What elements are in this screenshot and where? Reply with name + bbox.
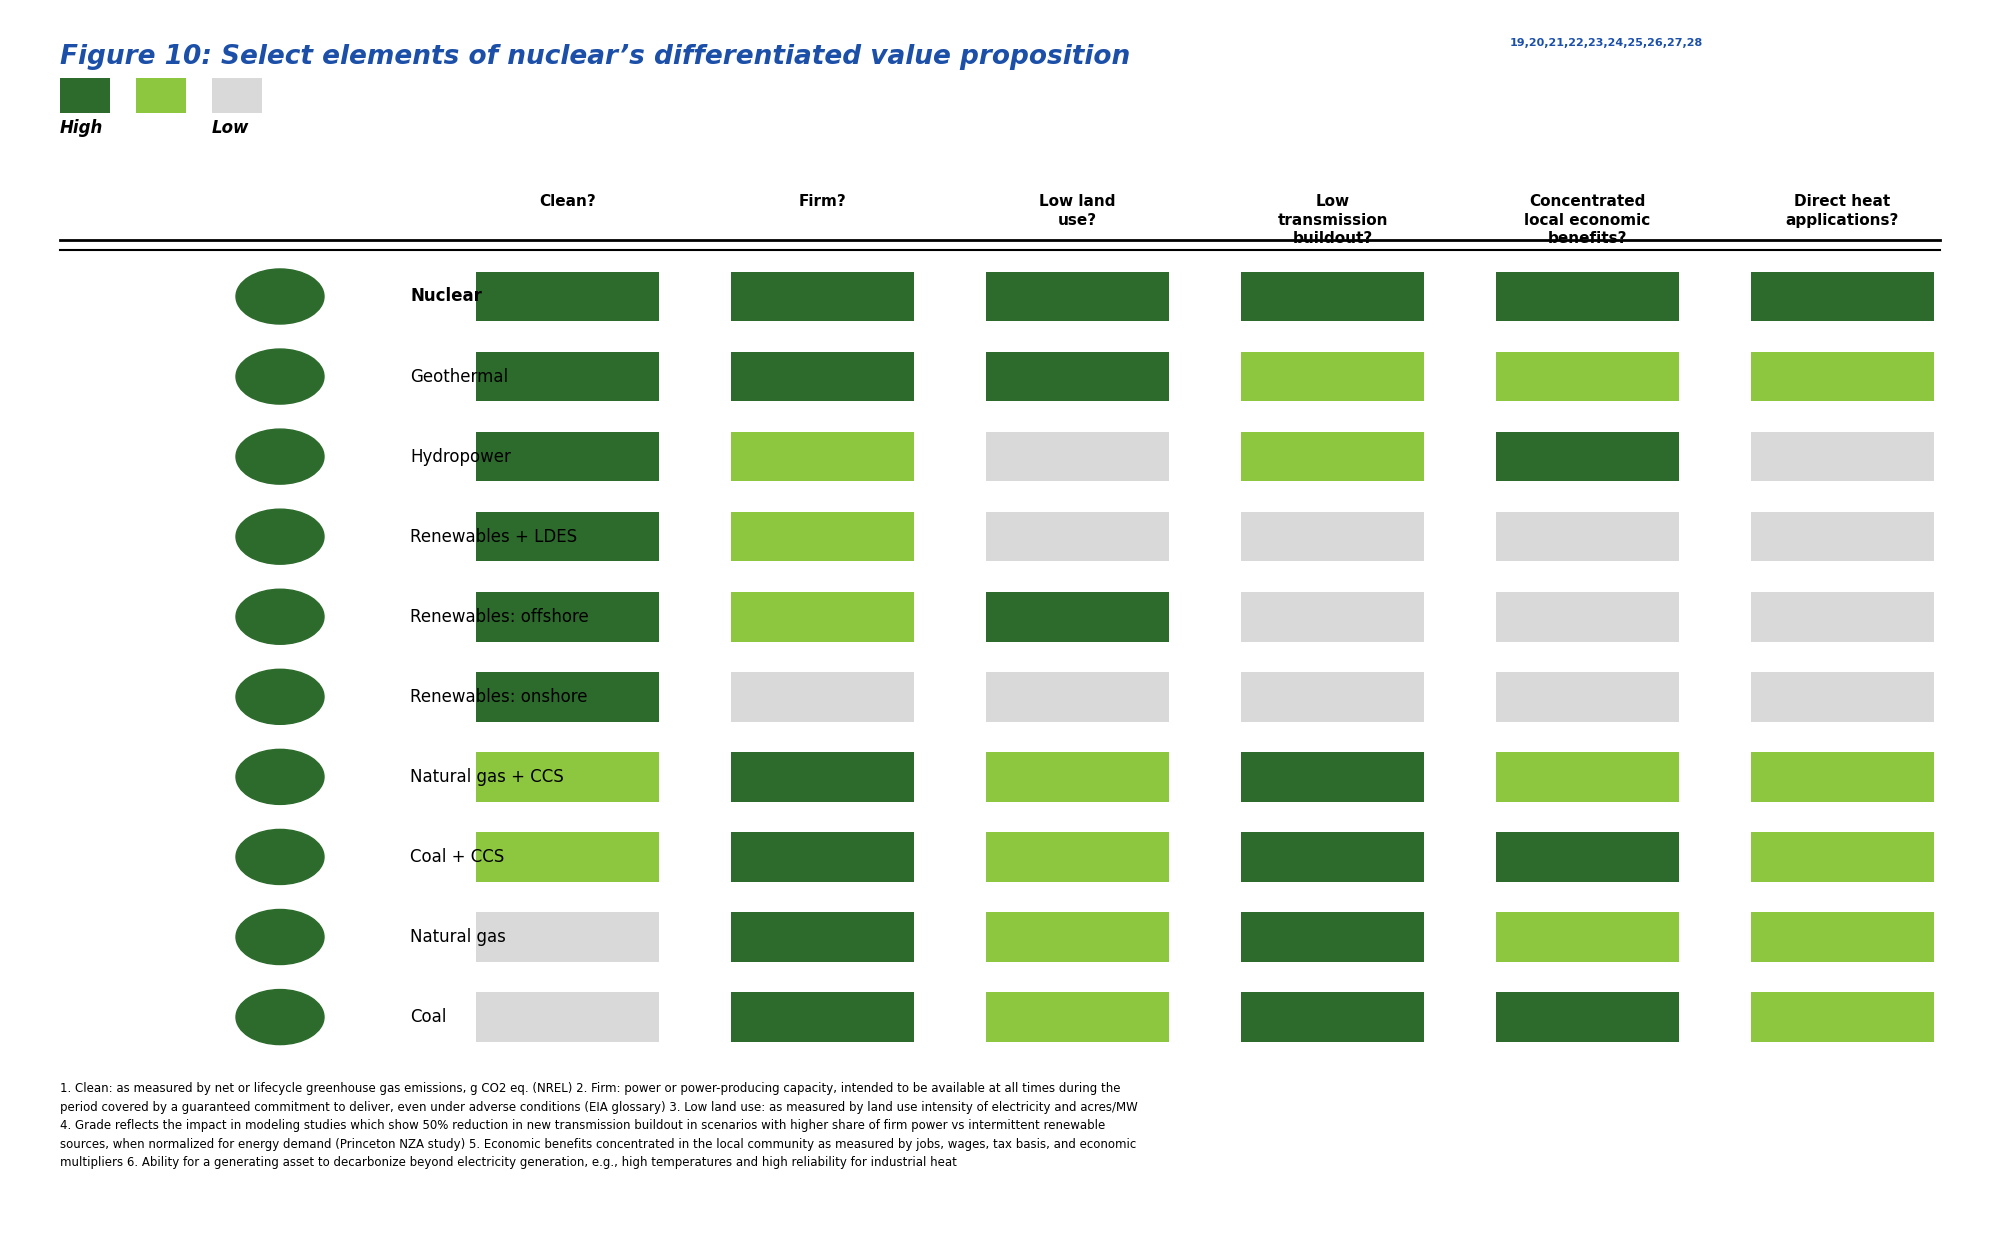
FancyBboxPatch shape: [476, 592, 660, 642]
FancyBboxPatch shape: [1750, 512, 1934, 562]
Circle shape: [236, 749, 324, 804]
FancyBboxPatch shape: [730, 432, 914, 482]
FancyBboxPatch shape: [730, 992, 914, 1042]
Circle shape: [236, 990, 324, 1045]
Text: Renewables: onshore: Renewables: onshore: [410, 688, 588, 706]
FancyBboxPatch shape: [1240, 592, 1424, 642]
FancyBboxPatch shape: [476, 352, 660, 402]
FancyBboxPatch shape: [1750, 271, 1934, 322]
FancyBboxPatch shape: [1240, 352, 1424, 402]
FancyBboxPatch shape: [986, 512, 1170, 562]
FancyBboxPatch shape: [1750, 992, 1934, 1042]
FancyBboxPatch shape: [1240, 271, 1424, 322]
Text: Renewables + LDES: Renewables + LDES: [410, 528, 578, 545]
Text: Clean?: Clean?: [540, 194, 596, 209]
FancyBboxPatch shape: [986, 832, 1170, 882]
FancyBboxPatch shape: [730, 672, 914, 722]
FancyBboxPatch shape: [730, 352, 914, 402]
Text: Concentrated
local economic
benefits?: Concentrated local economic benefits?: [1524, 194, 1650, 246]
FancyBboxPatch shape: [136, 78, 186, 113]
FancyBboxPatch shape: [60, 78, 110, 113]
Circle shape: [236, 429, 324, 484]
Text: High: High: [60, 119, 104, 136]
Circle shape: [236, 829, 324, 884]
Circle shape: [236, 509, 324, 564]
FancyBboxPatch shape: [1496, 992, 1680, 1042]
Text: Natural gas: Natural gas: [410, 928, 506, 946]
FancyBboxPatch shape: [1750, 352, 1934, 402]
FancyBboxPatch shape: [476, 432, 660, 482]
FancyBboxPatch shape: [730, 752, 914, 802]
FancyBboxPatch shape: [1496, 672, 1680, 722]
Circle shape: [236, 669, 324, 724]
FancyBboxPatch shape: [1240, 992, 1424, 1042]
FancyBboxPatch shape: [1240, 912, 1424, 962]
FancyBboxPatch shape: [1496, 752, 1680, 802]
FancyBboxPatch shape: [1240, 672, 1424, 722]
FancyBboxPatch shape: [476, 271, 660, 322]
FancyBboxPatch shape: [730, 592, 914, 642]
Text: 1. Clean: as measured by net or lifecycle greenhouse gas emissions, g CO2 eq. (N: 1. Clean: as measured by net or lifecycl…: [60, 1082, 1138, 1170]
Text: Figure 10: Select elements of nuclear’s differentiated value proposition: Figure 10: Select elements of nuclear’s …: [60, 44, 1130, 70]
FancyBboxPatch shape: [986, 271, 1170, 322]
Text: Renewables: offshore: Renewables: offshore: [410, 608, 588, 626]
FancyBboxPatch shape: [1496, 832, 1680, 882]
FancyBboxPatch shape: [476, 992, 660, 1042]
FancyBboxPatch shape: [730, 912, 914, 962]
Text: Natural gas + CCS: Natural gas + CCS: [410, 768, 564, 786]
FancyBboxPatch shape: [1496, 352, 1680, 402]
Text: Nuclear: Nuclear: [410, 288, 482, 305]
Text: Low land
use?: Low land use?: [1040, 194, 1116, 228]
FancyBboxPatch shape: [730, 271, 914, 322]
Circle shape: [236, 909, 324, 965]
FancyBboxPatch shape: [476, 672, 660, 722]
Circle shape: [236, 349, 324, 404]
Text: Low
transmission
buildout?: Low transmission buildout?: [1278, 194, 1388, 246]
FancyBboxPatch shape: [476, 752, 660, 802]
Text: Hydropower: Hydropower: [410, 448, 510, 465]
FancyBboxPatch shape: [1750, 432, 1934, 482]
FancyBboxPatch shape: [986, 672, 1170, 722]
Text: 19,20,21,22,23,24,25,26,27,28: 19,20,21,22,23,24,25,26,27,28: [1510, 38, 1704, 48]
FancyBboxPatch shape: [1240, 432, 1424, 482]
FancyBboxPatch shape: [476, 512, 660, 562]
FancyBboxPatch shape: [1750, 672, 1934, 722]
FancyBboxPatch shape: [986, 912, 1170, 962]
FancyBboxPatch shape: [1240, 832, 1424, 882]
FancyBboxPatch shape: [1240, 752, 1424, 802]
Circle shape: [236, 269, 324, 324]
FancyBboxPatch shape: [730, 832, 914, 882]
FancyBboxPatch shape: [212, 78, 262, 113]
FancyBboxPatch shape: [1750, 592, 1934, 642]
Text: Firm?: Firm?: [798, 194, 846, 209]
FancyBboxPatch shape: [476, 832, 660, 882]
FancyBboxPatch shape: [1240, 512, 1424, 562]
FancyBboxPatch shape: [986, 592, 1170, 642]
Text: Geothermal: Geothermal: [410, 368, 508, 385]
FancyBboxPatch shape: [1496, 512, 1680, 562]
FancyBboxPatch shape: [986, 352, 1170, 402]
FancyBboxPatch shape: [730, 512, 914, 562]
Text: Coal: Coal: [410, 1008, 446, 1026]
FancyBboxPatch shape: [1750, 912, 1934, 962]
FancyBboxPatch shape: [1496, 912, 1680, 962]
FancyBboxPatch shape: [1496, 271, 1680, 322]
FancyBboxPatch shape: [986, 752, 1170, 802]
Text: Direct heat
applications?: Direct heat applications?: [1786, 194, 1900, 228]
FancyBboxPatch shape: [986, 992, 1170, 1042]
FancyBboxPatch shape: [1750, 832, 1934, 882]
FancyBboxPatch shape: [1750, 752, 1934, 802]
FancyBboxPatch shape: [1496, 592, 1680, 642]
Text: Low: Low: [212, 119, 250, 136]
FancyBboxPatch shape: [476, 912, 660, 962]
FancyBboxPatch shape: [986, 432, 1170, 482]
Text: Coal + CCS: Coal + CCS: [410, 848, 504, 866]
FancyBboxPatch shape: [1496, 432, 1680, 482]
Circle shape: [236, 589, 324, 644]
